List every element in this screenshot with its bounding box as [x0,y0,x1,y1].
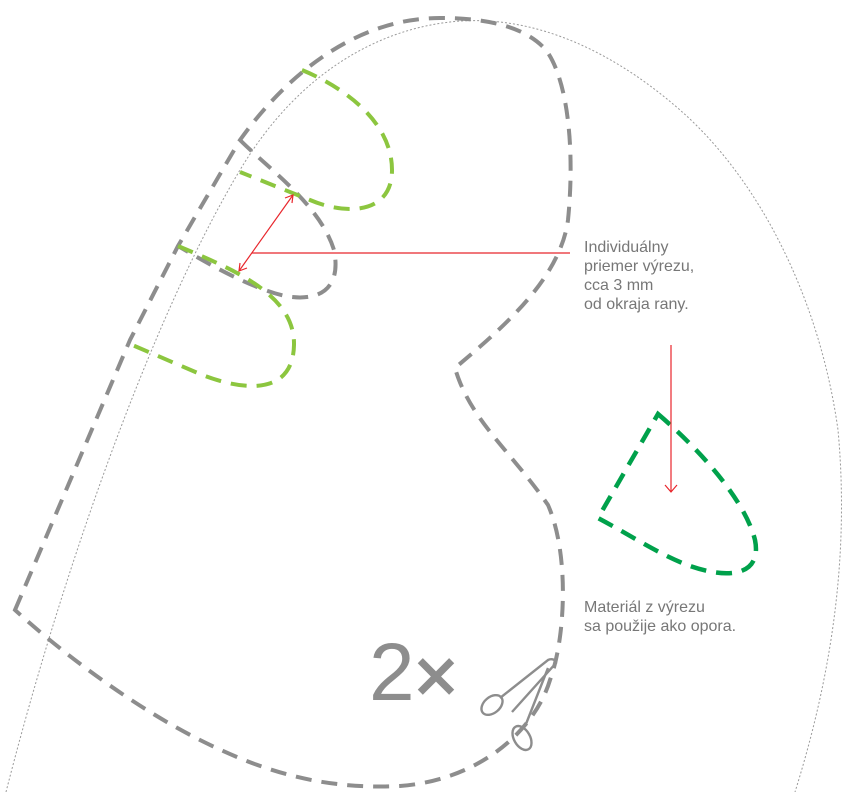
diameter-annotation-line-1: Individuálny [584,239,669,256]
quantity-label: 2 [369,627,415,718]
diameter-annotation-line-3: cca 3 mm [584,277,654,294]
material-annotation: Materiál z výrezu sa použije ako opora. [584,598,736,636]
sheet-edge-outline [5,20,842,792]
material-annotation-line-1: Materiál z výrezu [584,599,705,616]
diameter-dimension-arrow [238,194,570,272]
template-outline [12,15,573,789]
cutout-upper [239,68,395,211]
cutout-lower [129,244,297,388]
material-annotation-line-2: sa použije ako opora. [584,618,737,635]
multiply-sign: × [410,638,462,711]
cutout-guide-upper [176,138,338,300]
diameter-annotation: Individuálny priemer výrezu, cca 3 mm od… [584,238,694,314]
removed-material-piece [594,410,759,576]
diameter-annotation-line-4: od okraja rany. [584,296,689,313]
material-pointer-arrow [664,345,678,493]
scissors-icon [480,658,558,752]
diameter-annotation-line-2: priemer výrezu, [584,258,695,275]
